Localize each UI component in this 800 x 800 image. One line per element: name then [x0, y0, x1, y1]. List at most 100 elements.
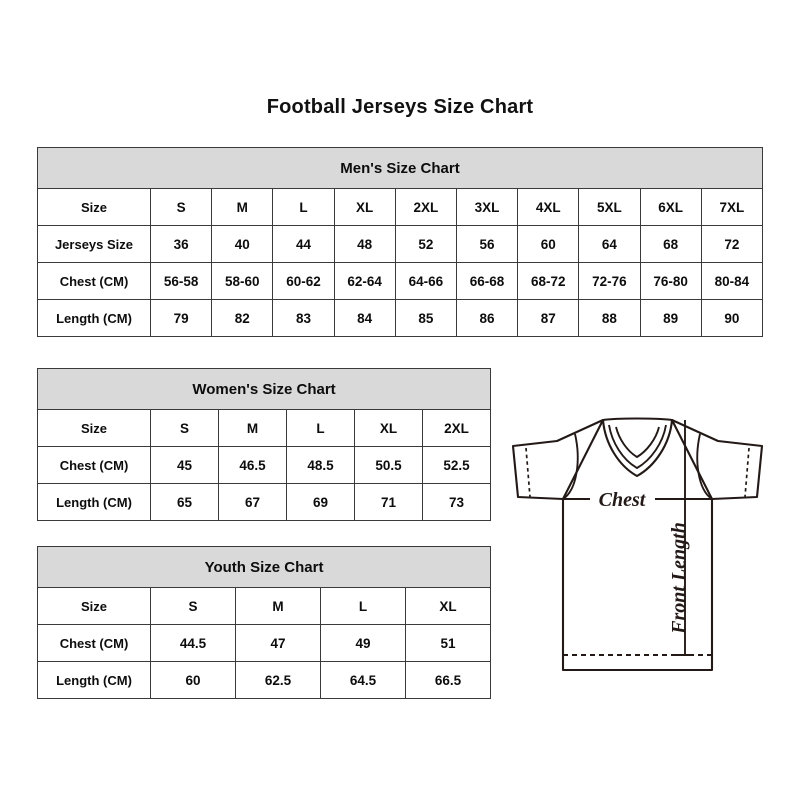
table-cell: 47 — [235, 624, 321, 662]
table-cell: 90 — [700, 299, 764, 337]
table-cell: 79 — [149, 299, 213, 337]
table-row: Size S M L XL — [37, 587, 492, 625]
youth-chart-caption: Youth Size Chart — [36, 546, 492, 588]
table-cell: 68 — [639, 225, 702, 263]
table-cell: 46.5 — [218, 446, 287, 484]
table-row: Length (CM) 79 82 83 84 85 86 87 88 89 9… — [37, 299, 764, 337]
table-cell: 2XL — [421, 409, 492, 447]
table-cell: 48.5 — [286, 446, 355, 484]
table-cell: M — [218, 409, 287, 447]
table-cell: 85 — [394, 299, 457, 337]
row-label: Length (CM) — [37, 299, 151, 337]
table-cell: 50.5 — [354, 446, 423, 484]
table-cell: XL — [404, 587, 492, 625]
table-cell: L — [272, 188, 335, 226]
jersey-measurement-diagram: Chest Front Length — [495, 398, 780, 683]
jersey-left-cuff-stitch — [525, 447, 531, 498]
jersey-shoulder-and-neck-outline — [601, 417, 674, 422]
jersey-vneck-middle — [608, 424, 667, 470]
jersey-right-sleeve-outline — [670, 418, 764, 501]
table-cell: 68-72 — [517, 262, 580, 300]
table-cell: 2XL — [394, 188, 457, 226]
table-cell: 3XL — [455, 188, 519, 226]
row-label: Size — [37, 188, 151, 226]
row-label: Size — [37, 409, 151, 447]
table-cell: 44 — [272, 225, 335, 263]
jersey-left-armhole-curve — [562, 433, 579, 500]
table-cell: 58-60 — [211, 262, 274, 300]
table-cell: 40 — [211, 225, 274, 263]
jersey-body-outline — [561, 497, 714, 672]
youth-size-chart-table: Youth Size Chart Size S M L XL Chest (CM… — [36, 546, 492, 699]
table-row: Jerseys Size 36 40 44 48 52 56 60 64 68 … — [37, 225, 764, 263]
table-cell: 67 — [218, 483, 287, 521]
table-caption-row: Women's Size Chart — [36, 368, 492, 410]
table-row: Size S M L XL 2XL 3XL 4XL 5XL 6XL 7XL — [37, 188, 764, 226]
table-cell: 87 — [517, 299, 580, 337]
chest-label: Chest — [599, 489, 647, 511]
table-cell: 73 — [421, 483, 492, 521]
table-cell: 72-76 — [578, 262, 641, 300]
table-cell: 84 — [333, 299, 396, 337]
table-cell: 64-66 — [394, 262, 457, 300]
table-cell: 76-80 — [639, 262, 702, 300]
table-cell: XL — [354, 409, 423, 447]
jersey-right-armhole-curve — [696, 433, 713, 500]
table-row: Chest (CM) 45 46.5 48.5 50.5 52.5 — [37, 446, 492, 484]
table-cell: S — [150, 587, 236, 625]
table-row: Length (CM) 60 62.5 64.5 66.5 — [37, 661, 492, 699]
row-label: Length (CM) — [37, 483, 151, 521]
table-cell: 48 — [333, 225, 396, 263]
table-cell: 83 — [272, 299, 335, 337]
row-label: Chest (CM) — [37, 262, 151, 300]
front-length-label: Front Length — [668, 522, 690, 635]
table-cell: 49 — [320, 624, 406, 662]
table-cell: 66-68 — [455, 262, 519, 300]
table-cell: 62.5 — [235, 661, 321, 699]
table-cell: 5XL — [578, 188, 641, 226]
mens-size-chart-table: Men's Size Chart Size S M L XL 2XL 3XL 4… — [37, 147, 764, 337]
table-row: Length (CM) 65 67 69 71 73 — [37, 483, 492, 521]
table-row: Chest (CM) 44.5 47 49 51 — [37, 624, 492, 662]
jersey-left-sleeve-outline — [511, 418, 605, 501]
womens-chart-caption: Women's Size Chart — [36, 368, 492, 410]
row-label: Jerseys Size — [37, 225, 151, 263]
table-cell: 60 — [150, 661, 236, 699]
page-title: Football Jerseys Size Chart — [266, 96, 534, 118]
row-label: Chest (CM) — [37, 446, 151, 484]
table-cell: M — [211, 188, 274, 226]
table-cell: M — [235, 587, 321, 625]
table-cell: 62-64 — [333, 262, 396, 300]
table-cell: 72 — [700, 225, 764, 263]
table-cell: XL — [333, 188, 396, 226]
jersey-vneck-inner — [615, 426, 660, 459]
row-label: Chest (CM) — [37, 624, 151, 662]
table-cell: 7XL — [700, 188, 764, 226]
table-cell: L — [286, 409, 355, 447]
table-cell: 71 — [354, 483, 423, 521]
table-cell: 86 — [455, 299, 519, 337]
table-cell: 4XL — [517, 188, 580, 226]
table-cell: 88 — [578, 299, 641, 337]
table-cell: S — [149, 188, 213, 226]
table-cell: 65 — [150, 483, 219, 521]
table-cell: 6XL — [639, 188, 702, 226]
row-label: Size — [37, 587, 151, 625]
table-cell: 69 — [286, 483, 355, 521]
table-cell: 60 — [517, 225, 580, 263]
table-cell: 82 — [211, 299, 274, 337]
jersey-right-cuff-stitch — [744, 447, 750, 498]
jersey-vneck-outer — [601, 418, 674, 478]
table-cell: 44.5 — [150, 624, 236, 662]
mens-chart-caption: Men's Size Chart — [37, 147, 763, 189]
table-cell: 52.5 — [421, 446, 492, 484]
table-cell: 60-62 — [272, 262, 335, 300]
table-cell: 36 — [149, 225, 213, 263]
table-cell: S — [150, 409, 219, 447]
table-cell: 66.5 — [404, 661, 492, 699]
table-cell: 56 — [455, 225, 519, 263]
table-cell: 64.5 — [320, 661, 406, 699]
table-cell: 89 — [639, 299, 702, 337]
table-row: Chest (CM) 56-58 58-60 60-62 62-64 64-66… — [37, 262, 764, 300]
table-cell: 64 — [578, 225, 641, 263]
